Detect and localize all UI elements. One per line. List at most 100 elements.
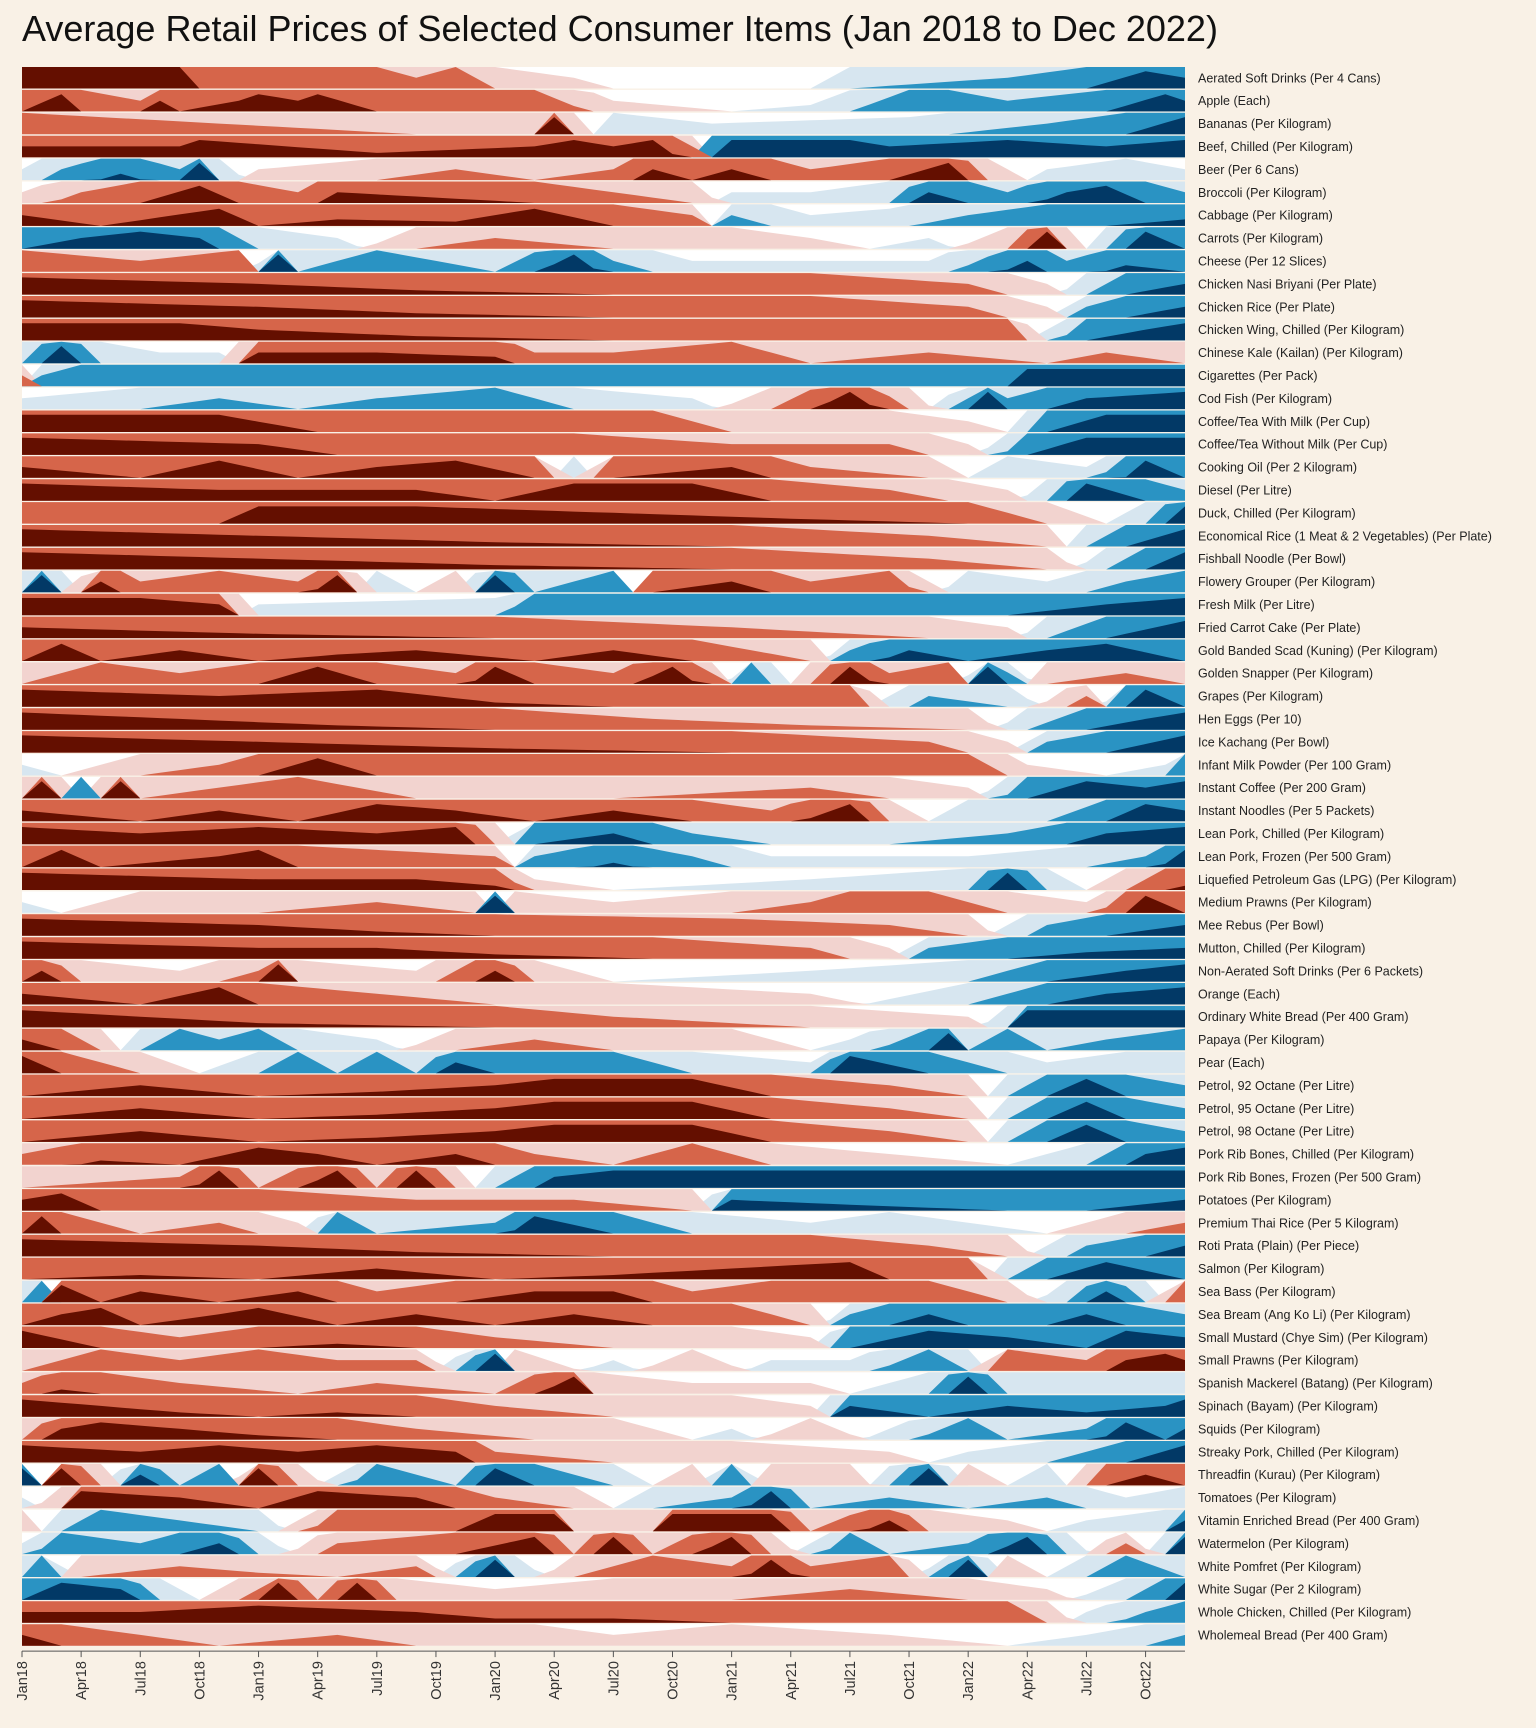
band-positive-1 <box>22 1463 1185 1486</box>
band-positive-3 <box>22 1124 1185 1142</box>
row-label: Flowery Grouper (Per Kilogram) <box>1198 575 1375 589</box>
band-negative-2 <box>22 799 1185 822</box>
horizon-row: Whole Chicken, Chilled (Per Kilogram) <box>22 1601 1411 1623</box>
band-negative-2 <box>22 387 1185 410</box>
band-positive-1 <box>22 1532 1185 1555</box>
x-tick-label: Oct21 <box>902 1661 918 1700</box>
horizon-row: Non-Aerated Soft Drinks (Per 6 Packets) <box>22 960 1423 982</box>
band-negative-2 <box>22 410 1185 432</box>
band-positive-1 <box>22 1143 1185 1165</box>
band-negative-3 <box>22 849 1185 868</box>
band-positive-2 <box>22 1189 1185 1211</box>
band-positive-3 <box>22 1262 1185 1280</box>
band-negative-2 <box>22 1326 1185 1348</box>
band-positive-3 <box>22 947 1185 959</box>
horizon-row: White Pomfret (Per Kilogram) <box>22 1555 1361 1577</box>
band-negative-3 <box>22 1468 1185 1486</box>
band-negative-2 <box>22 776 1185 799</box>
band-positive-1 <box>22 273 1185 295</box>
band-negative-1 <box>22 1372 1185 1394</box>
band-negative-3 <box>22 758 1185 776</box>
horizon-row: Aerated Soft Drinks (Per 4 Cans) <box>22 67 1381 89</box>
band-negative-3 <box>22 140 1185 158</box>
band-positive-2 <box>22 1418 1185 1440</box>
horizon-row: Grapes (Per Kilogram) <box>22 685 1323 707</box>
x-tick-label: Jul20 <box>606 1661 622 1696</box>
horizon-row: Golden Snapper (Per Kilogram) <box>22 662 1373 684</box>
band-negative-3 <box>22 483 1185 501</box>
band-negative-3 <box>22 1491 1185 1509</box>
band-positive-2 <box>22 616 1185 639</box>
band-negative-1 <box>22 1051 1185 1074</box>
band-negative-2 <box>22 1349 1185 1371</box>
row-label: Potatoes (Per Kilogram) <box>1198 1193 1331 1207</box>
band-positive-2 <box>22 1532 1185 1555</box>
horizon-row: Spanish Mackerel (Batang) (Per Kilogram) <box>22 1372 1433 1394</box>
x-tick-label: Apr21 <box>784 1661 800 1700</box>
band-positive-3 <box>22 437 1185 455</box>
row-label: Orange (Each) <box>1198 987 1280 1001</box>
band-negative-3 <box>22 735 1185 753</box>
band-negative-3 <box>22 414 1185 432</box>
row-label: Liquefied Petroleum Gas (LPG) (Per Kilog… <box>1198 873 1456 887</box>
band-negative-2 <box>22 1624 1185 1646</box>
band-negative-3 <box>22 781 1185 799</box>
row-label: Small Mustard (Chye Sim) (Per Kilogram) <box>1198 1331 1428 1345</box>
band-negative-2 <box>22 456 1185 478</box>
row-label: Whole Chicken, Chilled (Per Kilogram) <box>1198 1606 1411 1620</box>
horizon-row: Instant Coffee (Per 200 Gram) <box>22 776 1366 799</box>
band-positive-1 <box>22 983 1185 1005</box>
band-positive-3 <box>22 1314 1185 1326</box>
row-label: Infant Milk Powder (Per 100 Gram) <box>1198 758 1391 772</box>
chart-title: Average Retail Prices of Selected Consum… <box>22 8 1218 49</box>
band-negative-3 <box>22 918 1185 936</box>
band-positive-3 <box>22 964 1185 982</box>
band-positive-1 <box>22 227 1185 249</box>
horizon-row: Ice Kachang (Per Bowl) <box>22 731 1329 753</box>
band-positive-2 <box>22 1349 1185 1371</box>
row-label: Roti Prata (Plain) (Per Piece) <box>1198 1239 1359 1253</box>
row-label: Small Prawns (Per Kilogram) <box>1198 1354 1358 1368</box>
horizon-row: Sea Bass (Per Kilogram) <box>22 1280 1336 1303</box>
band-negative-2 <box>22 845 1185 868</box>
horizon-row: Tomatoes (Per Kilogram) <box>22 1486 1336 1509</box>
horizon-row: Sea Bream (Ang Ko Li) (Per Kilogram) <box>22 1303 1411 1326</box>
horizon-row: Chinese Kale (Kailan) (Per Kilogram) <box>22 341 1403 364</box>
band-negative-3 <box>22 437 1185 455</box>
row-label: Premium Thai Rice (Per 5 Kilogram) <box>1198 1216 1399 1230</box>
band-positive-3 <box>22 1033 1185 1051</box>
horizon-row: Medium Prawns (Per Kilogram) <box>22 891 1372 913</box>
row-label: Cheese (Per 12 Slices) <box>1198 254 1327 268</box>
horizon-row: Small Prawns (Per Kilogram) <box>22 1349 1358 1371</box>
band-positive-2 <box>22 112 1185 135</box>
band-positive-2 <box>22 1509 1185 1532</box>
band-negative-3 <box>22 94 1185 112</box>
horizon-row: Economical Rice (1 Meat & 2 Vegetables) … <box>22 525 1492 547</box>
row-label: Fishball Noodle (Per Bowl) <box>1198 552 1346 566</box>
horizon-row: Coffee/Tea Without Milk (Per Cup) <box>22 433 1387 455</box>
band-positive-3 <box>22 1101 1185 1119</box>
row-label: Instant Coffee (Per 200 Gram) <box>1198 781 1366 795</box>
band-negative-2 <box>22 891 1185 913</box>
row-label: Cabbage (Per Kilogram) <box>1198 209 1333 223</box>
row-label: Aerated Soft Drinks (Per 4 Cans) <box>1198 71 1381 85</box>
band-positive-3 <box>22 391 1185 410</box>
row-label: Apple (Each) <box>1198 94 1270 108</box>
row-label: Squids (Per Kilogram) <box>1198 1422 1320 1436</box>
band-negative-3 <box>22 1605 1185 1623</box>
band-negative-3 <box>22 712 1185 730</box>
horizon-row: Spinach (Bayam) (Per Kilogram) <box>22 1395 1378 1417</box>
band-positive-3 <box>22 1170 1185 1188</box>
x-tick-label: Apr18 <box>74 1661 90 1700</box>
row-label: Streaky Pork, Chilled (Per Kilogram) <box>1198 1445 1399 1459</box>
horizon-row: Gold Banded Scad (Kuning) (Per Kilogram) <box>22 639 1438 661</box>
band-positive-1 <box>22 1372 1185 1394</box>
band-positive-1 <box>22 1280 1185 1303</box>
band-positive-2 <box>22 1395 1185 1417</box>
horizon-row: Small Mustard (Chye Sim) (Per Kilogram) <box>22 1326 1428 1348</box>
horizon-row: Mee Rebus (Per Bowl) <box>22 914 1324 936</box>
x-tick-label: Jul22 <box>1079 1661 1095 1696</box>
band-negative-3 <box>22 162 1185 181</box>
band-positive-3 <box>22 231 1185 249</box>
horizon-row: Petrol, 98 Octane (Per Litre) <box>22 1120 1354 1142</box>
